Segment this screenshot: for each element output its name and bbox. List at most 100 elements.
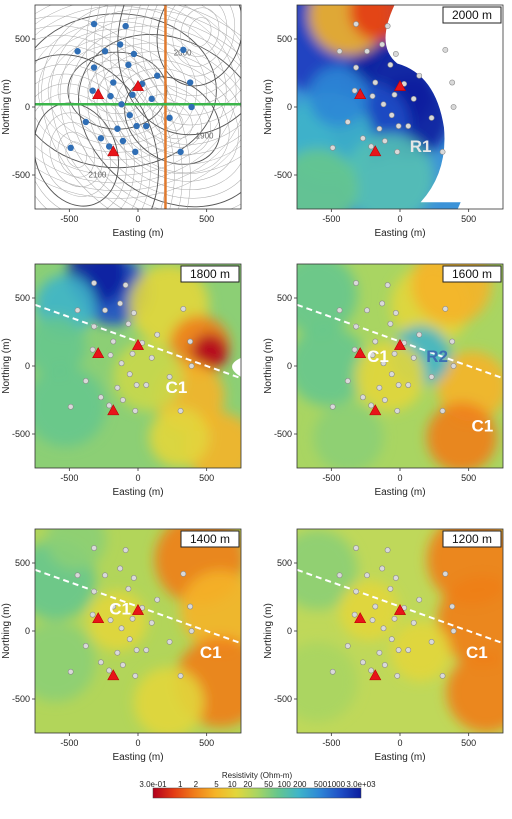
station-marker [392, 575, 399, 581]
colorbar-tick-label: 10 [228, 780, 237, 789]
vent-marker [107, 669, 120, 681]
contour-line [35, 25, 183, 209]
contour-line [35, 13, 217, 169]
station-marker [392, 310, 399, 316]
contour-line [172, 5, 228, 67]
resistivity-anomaly [297, 148, 358, 209]
y-tick-label: 0 [25, 102, 30, 112]
contour-line [65, 141, 87, 168]
station-marker [372, 338, 379, 345]
contour-line [101, 5, 241, 155]
station-marker [381, 397, 388, 403]
station-marker [132, 148, 139, 156]
depth-label: 1600 m [442, 265, 502, 283]
station-marker [143, 647, 150, 653]
station-marker [110, 603, 117, 610]
station-marker [126, 111, 133, 119]
station-marker [105, 143, 113, 150]
resistivity-anomaly [297, 264, 358, 335]
station-marker [381, 662, 388, 668]
station-marker [391, 91, 398, 98]
station-marker [148, 354, 155, 361]
contour-line [152, 102, 193, 140]
station-marker [118, 101, 125, 108]
resistivity-anomaly [297, 642, 358, 722]
station-marker [450, 104, 457, 110]
station-marker [351, 346, 358, 353]
station-marker [380, 360, 387, 367]
station-marker [187, 603, 194, 610]
station-marker [106, 667, 113, 674]
contour-line [188, 17, 212, 48]
vent-marker [131, 79, 145, 91]
station-marker [107, 617, 114, 624]
station-marker [130, 575, 137, 581]
station-marker [395, 647, 402, 653]
vent-marker [369, 669, 382, 681]
colorbar-tick-label: 200 [293, 780, 307, 789]
map-panel-6: 1200 m C1 -500 0 500 500 0 -500 Easting (m) North… [263, 528, 504, 763]
y-tick-label: 500 [277, 558, 292, 568]
x-axis-label: Easting (m) [374, 752, 425, 763]
station-marker [125, 320, 132, 327]
depth-label-text: 1400 m [190, 532, 230, 546]
resistivity-anomaly [87, 590, 148, 651]
colorbar-tick-label: 50 [264, 780, 273, 789]
station-marker [187, 338, 194, 345]
vent-marker [92, 347, 105, 359]
contour-line [57, 131, 95, 178]
contour-line [59, 17, 241, 209]
station-marker [89, 611, 96, 618]
zone-label: C1 [200, 643, 222, 662]
map-panel-1: 190020002100 -500 0 500 500 0 -500 Easting (m) N… [1, 4, 242, 239]
contour-line [85, 5, 241, 175]
station-marker [394, 148, 401, 155]
y-tick-label: 500 [15, 293, 30, 303]
station-marker [336, 48, 343, 55]
contour-line [35, 83, 135, 209]
station-marker [449, 338, 456, 345]
colorbar: Resistivity (Ohm-m) 3.0e-01 1 2 5 10 20 50 100 20… [139, 771, 376, 799]
x-tick-label: 500 [461, 473, 476, 483]
y-tick-label: 0 [25, 626, 30, 636]
station-marker [388, 371, 395, 378]
contour-line [117, 5, 241, 136]
station-marker [148, 95, 155, 103]
resistivity-anomaly [446, 652, 503, 733]
station-marker [180, 305, 187, 312]
station-marker [188, 363, 195, 369]
station-marker [388, 636, 395, 643]
x-axis-label: Easting (m) [374, 487, 425, 498]
contour-line [148, 5, 241, 96]
contour-line [35, 15, 191, 209]
y-tick-label: -500 [12, 429, 30, 439]
station-marker [90, 64, 98, 71]
vent-marker [354, 347, 367, 359]
station-marker [126, 636, 133, 643]
resistivity-anomaly [46, 529, 107, 570]
x-tick-label: -500 [322, 738, 340, 748]
station-marker [379, 565, 386, 572]
station-marker [133, 122, 140, 130]
dashed-lineament [297, 568, 503, 645]
vent-marker [107, 145, 120, 157]
station-marker [126, 371, 133, 378]
station-marker [450, 628, 457, 634]
station-marker [91, 545, 97, 551]
resistivity-anomaly [35, 315, 86, 376]
contour-line [35, 44, 167, 209]
depth-label-box [442, 6, 502, 24]
depth-label-text: 1600 m [452, 267, 492, 281]
y-axis-label: Northing (m) [1, 338, 12, 394]
station-marker [380, 101, 387, 108]
resistivity-anomaly [390, 621, 451, 682]
contour-line [109, 5, 241, 145]
station-marker [442, 305, 449, 312]
station-marker [130, 50, 138, 58]
y-tick-label: 0 [287, 102, 292, 112]
station-marker [395, 382, 402, 388]
station-marker [133, 382, 140, 388]
station-marker [449, 603, 456, 610]
station-marker [329, 403, 336, 410]
zone-label: C1 [166, 378, 188, 397]
